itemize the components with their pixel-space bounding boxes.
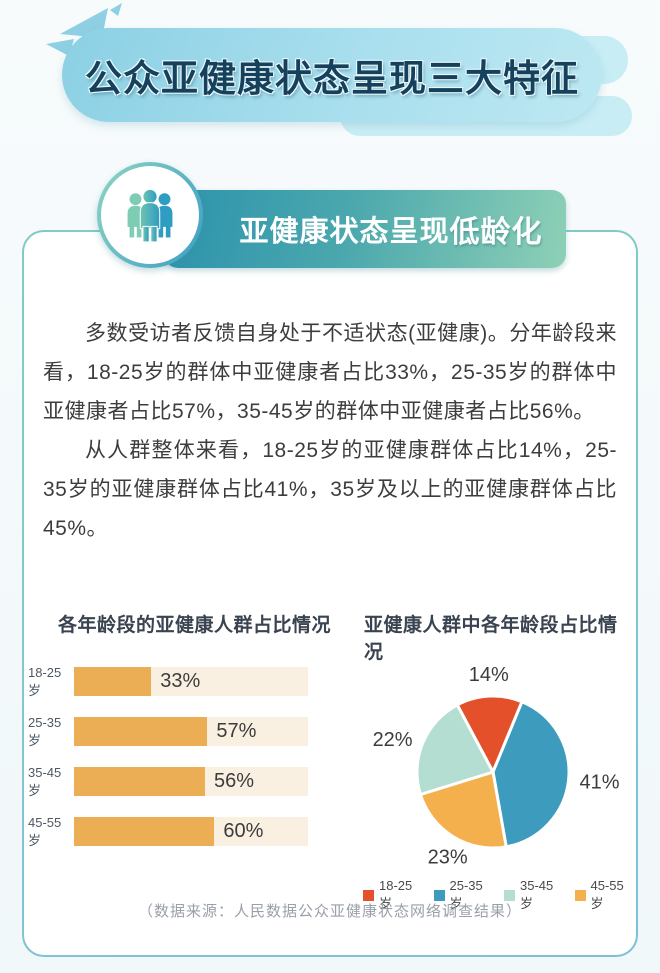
- legend-item: 25-35岁: [433, 878, 487, 912]
- pie-value-label: 14%: [469, 664, 509, 686]
- header-banner: 公众亚健康状态呈现三大特征: [62, 28, 602, 122]
- bar-value-label: 60%: [223, 820, 264, 842]
- bar-rows: 18-25岁 33% 25-35岁 57% 35-45岁 56% 45-55岁 60%: [26, 664, 338, 848]
- legend-label: 18-25岁: [379, 878, 413, 911]
- section-badge-circle: [97, 162, 203, 268]
- pie-value-label: 41%: [580, 771, 620, 793]
- bar-category-label: 45-55岁: [28, 814, 62, 848]
- legend-label: 25-35岁: [449, 878, 483, 911]
- content-card-inner: 多数受访者反馈自身处于不适状态(亚健康)。分年龄段来看，18-25岁的群体中亚健…: [24, 232, 636, 955]
- legend-swatch: [433, 889, 445, 901]
- bar-fill: [74, 767, 206, 796]
- bar-chart: 各年龄段的亚健康人群占比情况 18-25岁 33% 25-35岁 57% 35-45岁 5…: [26, 610, 338, 867]
- bar-category-label: 35-45岁: [28, 764, 62, 798]
- bar-row: 25-35岁 57%: [28, 714, 338, 748]
- bar-value-label: 33%: [160, 670, 201, 692]
- legend-item: 45-55岁: [574, 878, 628, 912]
- section-title-emphasis: 低龄化: [449, 216, 543, 249]
- legend-swatch: [363, 889, 374, 901]
- bar-row: 18-25岁 33%: [28, 664, 338, 698]
- bar-chart-title: 各年龄段的亚健康人群占比情况: [58, 615, 332, 636]
- legend-label: 45-55岁: [590, 878, 624, 911]
- legend-label: 35-45岁: [520, 878, 554, 911]
- pie-slice-35-45岁: [415, 703, 495, 796]
- pie-chart: 亚健康人群中各年龄段占比情况 14% 41% 23% 22% 18-25岁 25-35岁…: [354, 610, 636, 912]
- bar-row: 45-55岁 60%: [28, 814, 338, 848]
- people-group-icon: [127, 188, 173, 243]
- bar-category-label: 25-35岁: [28, 714, 62, 748]
- pie-slice-45-55岁: [418, 770, 508, 850]
- body-text-block: 多数受访者反馈自身处于不适状态(亚健康)。分年龄段来看，18-25岁的群体中亚健…: [24, 314, 636, 548]
- legend-swatch: [574, 889, 586, 901]
- bar-fill: [74, 717, 208, 746]
- section-badge: 亚健康状态呈现 低龄化: [164, 190, 566, 268]
- pie-svg: 14% 41% 23% 22%: [373, 664, 620, 868]
- pie-chart-title: 亚健康人群中各年龄段占比情况: [364, 615, 618, 663]
- legend-item: 35-45岁: [504, 878, 557, 912]
- legend-item: 18-25岁: [363, 878, 416, 912]
- legend-swatch: [504, 889, 515, 901]
- bar-fill: [74, 667, 152, 696]
- pie-slice-18-25岁: [455, 694, 524, 774]
- bar-fill: [74, 817, 215, 846]
- data-source-note: （数据来源：人民数据公众亚健康状态网络调查结果）: [137, 903, 522, 920]
- bar-value-label: 56%: [214, 770, 255, 792]
- bar-value-label: 57%: [216, 720, 257, 742]
- bar-row: 35-45岁 56%: [28, 764, 338, 798]
- bar-track: 33%: [74, 667, 308, 696]
- pie-legend: 18-25岁 25-35岁 35-45岁 45-55岁: [354, 878, 636, 912]
- pie-value-label: 23%: [428, 846, 468, 868]
- bar-track: 60%: [74, 817, 308, 846]
- bar-category-label: 18-25岁: [28, 664, 62, 698]
- pie-slice-25-35岁: [491, 700, 571, 849]
- body-paragraph: 多数受访者反馈自身处于不适状态(亚健康)。分年龄段来看，18-25岁的群体中亚健…: [43, 322, 617, 423]
- section-title: 亚健康状态呈现: [239, 216, 450, 248]
- bar-track: 56%: [74, 767, 308, 796]
- page-title: 公众亚健康状态呈现三大特征: [85, 58, 579, 99]
- pie-value-label: 22%: [373, 729, 413, 751]
- body-paragraph: 从人群整体来看，18-25岁的亚健康群体占比14%，25-35岁的亚健康群体占比…: [43, 439, 617, 540]
- bar-track: 57%: [74, 717, 308, 746]
- content-card: 多数受访者反馈自身处于不适状态(亚健康)。分年龄段来看，18-25岁的群体中亚健…: [22, 230, 638, 957]
